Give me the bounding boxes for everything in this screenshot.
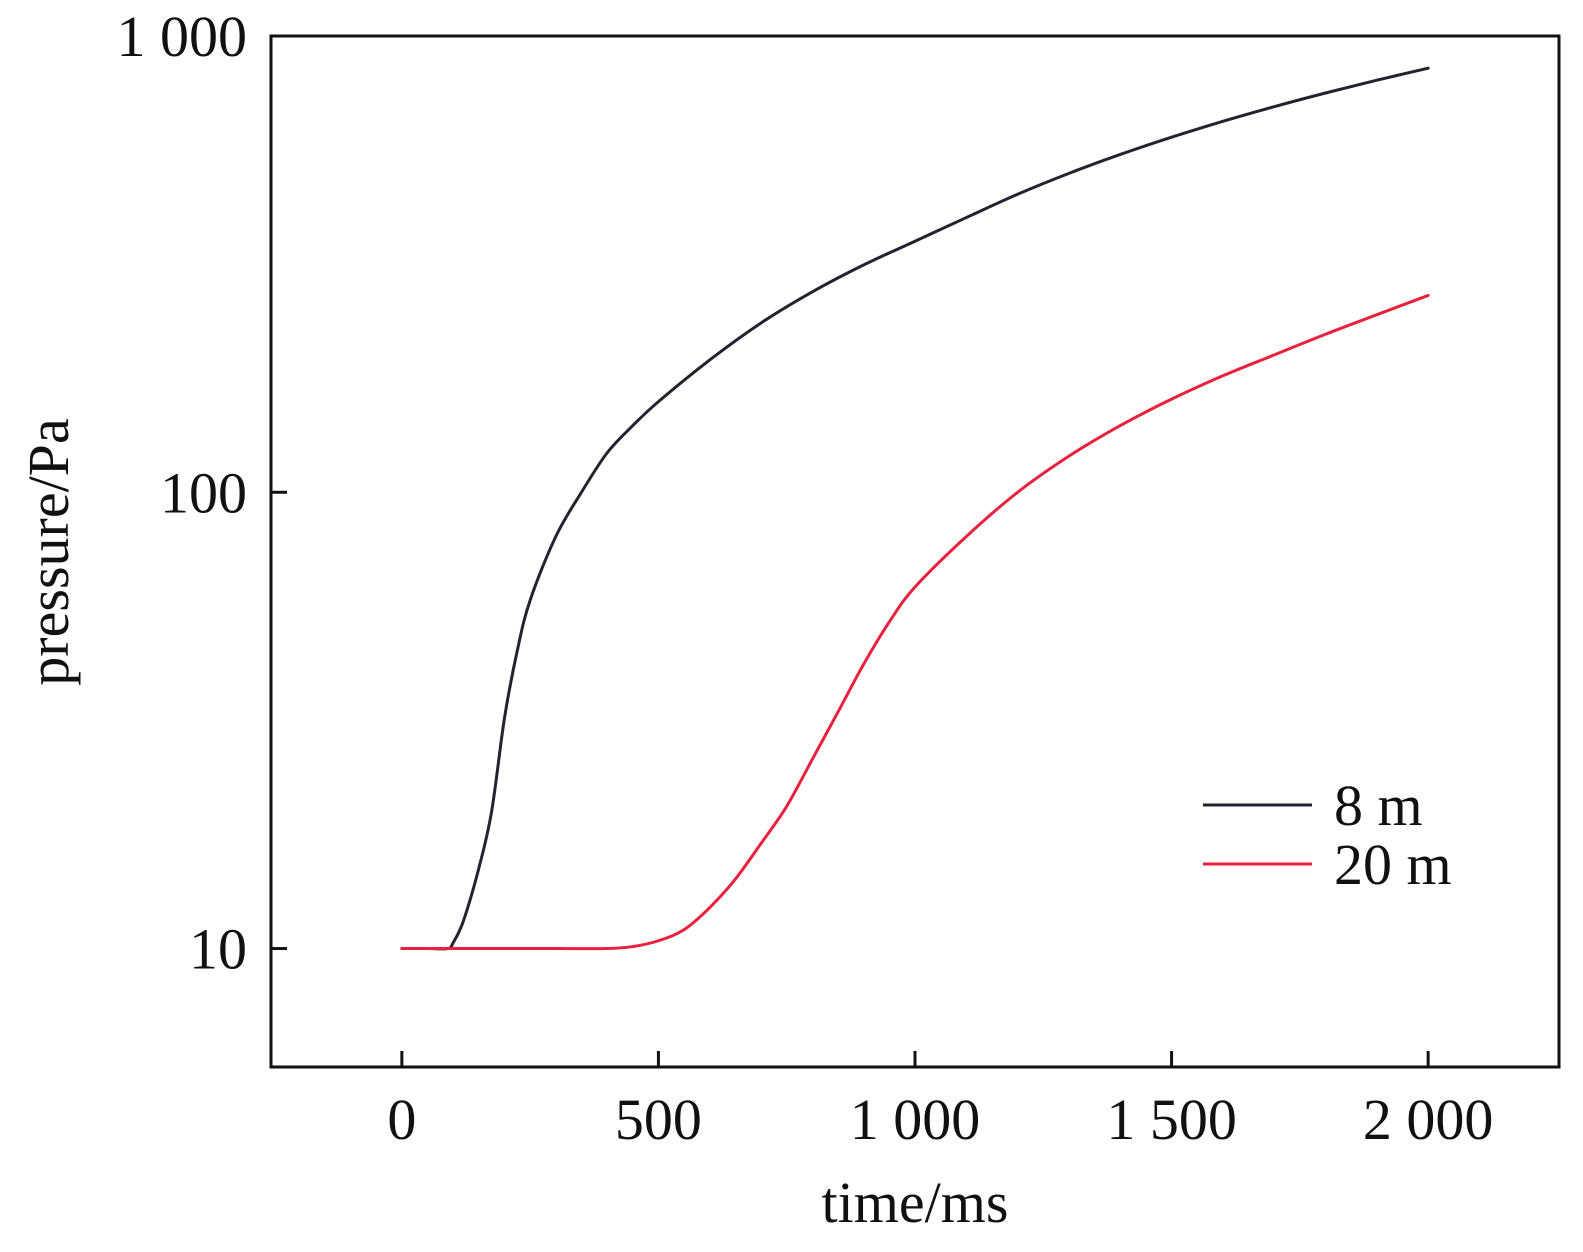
x-axis-label: time/ms	[822, 1170, 1009, 1235]
y-tick-label: 1 000	[117, 4, 248, 69]
series-layer	[400, 66, 1430, 951]
y-axis-ticks: 10 100 1 000	[117, 4, 287, 982]
legend: 8 m20 m	[1203, 773, 1452, 897]
x-tick-label: 1 000	[850, 1087, 981, 1152]
legend-label: 8 m	[1334, 773, 1423, 838]
x-axis-ticks: 0 500 1 000 1 500 2 000	[387, 1051, 1493, 1152]
x-tick-label: 0	[387, 1087, 416, 1152]
y-tick-label: 10	[189, 917, 247, 982]
y-tick-label: 100	[160, 460, 247, 525]
x-tick-label: 500	[615, 1087, 702, 1152]
y-axis-label: pressure/Pa	[16, 418, 81, 685]
series-line-20-m	[400, 293, 1430, 951]
x-tick-label: 2 000	[1363, 1087, 1494, 1152]
x-tick-label: 1 500	[1106, 1087, 1237, 1152]
plot-frame	[269, 34, 1561, 1069]
series-line-8-m	[400, 66, 1430, 951]
legend-label: 20 m	[1334, 832, 1452, 897]
